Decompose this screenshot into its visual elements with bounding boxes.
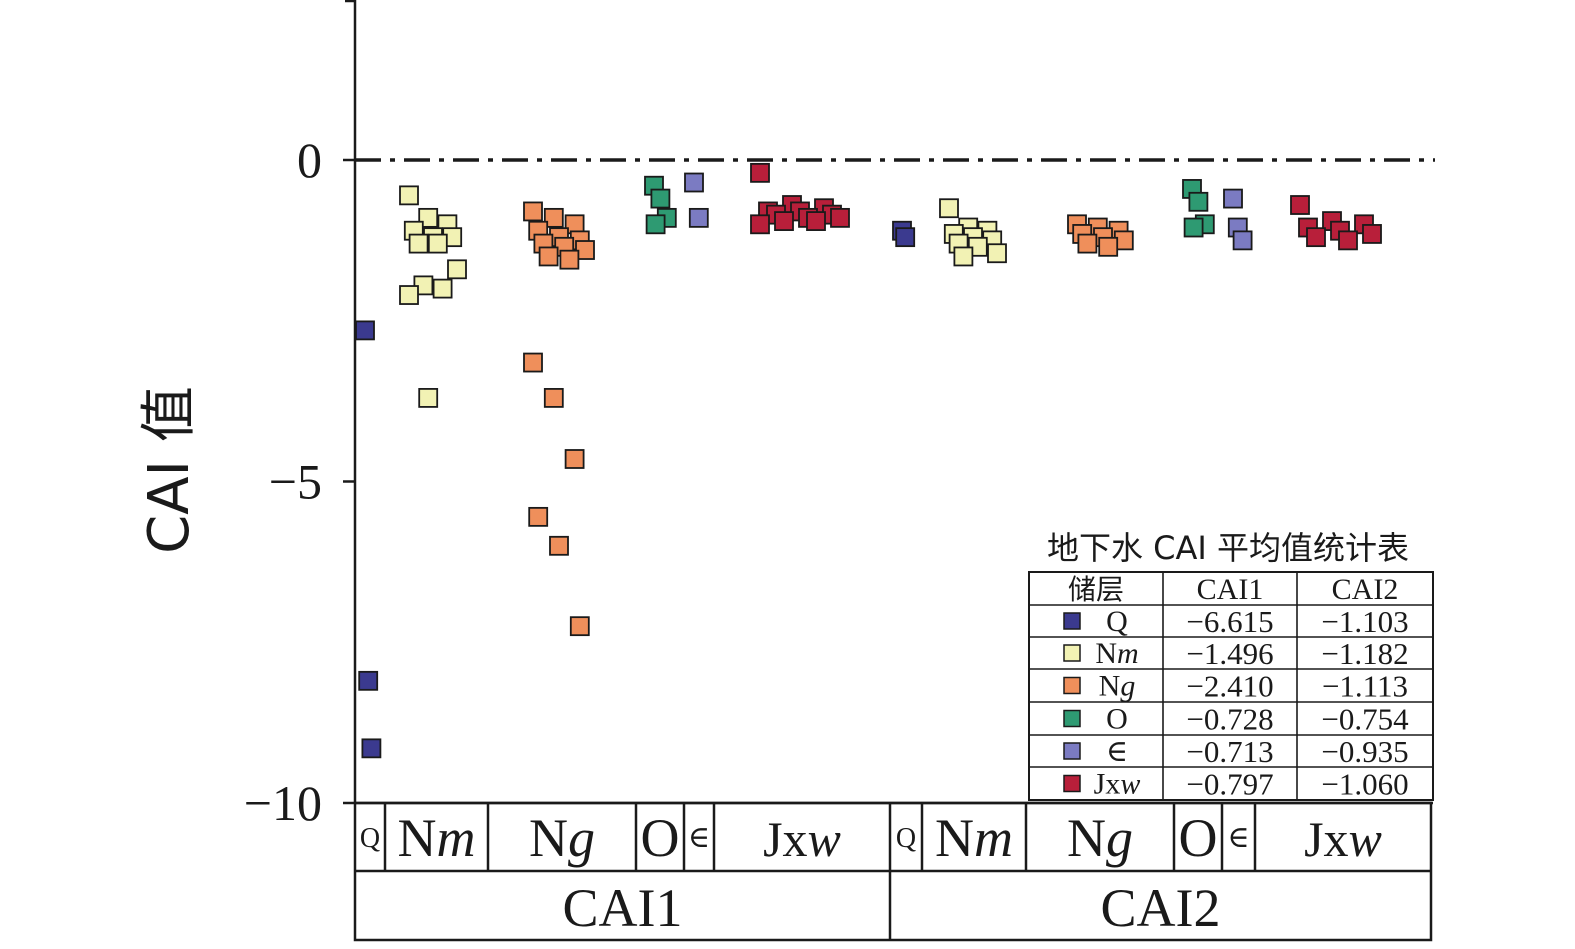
group-label: CAI1 <box>563 878 683 938</box>
data-point-cai1 <box>418 207 439 228</box>
stats-unit-label: ∈ <box>1106 735 1128 768</box>
stats-unit-label: O <box>1106 703 1128 736</box>
data-point-cai1 <box>830 207 850 228</box>
data-point-cai1 <box>528 506 549 527</box>
y-tick-label: 0 <box>297 132 322 188</box>
data-point-cai1 <box>399 185 419 206</box>
data-point-cai1 <box>432 278 453 299</box>
data-point-cai2 <box>939 198 959 219</box>
data-point-cai1 <box>750 214 770 235</box>
stats-cai1-value: −6.615 <box>1186 604 1273 639</box>
category-label: Nm <box>398 808 476 868</box>
category-label: ∈ <box>688 821 710 854</box>
stats-cai1-value: −0.728 <box>1186 702 1273 737</box>
stats-legend-swatch <box>1063 774 1081 793</box>
stats-table-header: 储层 <box>1068 573 1124 606</box>
stats-cai2-value: −1.182 <box>1321 636 1408 671</box>
data-point-cai1 <box>447 259 467 280</box>
category-label: O <box>641 808 680 868</box>
data-point-cai1 <box>564 449 585 469</box>
stats-legend-swatch <box>1063 644 1081 662</box>
data-point-cai2 <box>895 227 916 248</box>
y-tick-label: −10 <box>244 775 322 831</box>
data-point-cai1 <box>774 211 794 231</box>
data-point-cai2 <box>1290 195 1310 215</box>
category-label: Nm <box>935 808 1013 868</box>
data-point-cai2 <box>987 243 1007 264</box>
data-point-cai2 <box>953 246 974 267</box>
category-label: Q <box>896 823 916 854</box>
data-point-cai1 <box>538 246 559 267</box>
category-label: ∈ <box>1227 821 1249 854</box>
stats-cai2-value: −1.113 <box>1322 669 1408 704</box>
stats-cai1-value: −0.797 <box>1186 767 1273 802</box>
group-label: CAI2 <box>1101 878 1221 938</box>
data-point-cai1 <box>684 172 704 193</box>
data-point-cai2 <box>1183 217 1204 238</box>
category-label: O <box>1179 808 1218 868</box>
data-point-cai1 <box>549 535 569 556</box>
stats-cai2-value: −1.060 <box>1321 767 1408 802</box>
data-point-cai1 <box>543 388 564 408</box>
data-point-cai1 <box>361 738 382 759</box>
stats-unit-label: Jxw <box>1094 768 1141 801</box>
data-point-cai1 <box>650 188 671 209</box>
data-point-cai1 <box>408 233 429 254</box>
data-point-cai1 <box>559 249 580 270</box>
y-axis-label: CAI 值 <box>137 386 202 554</box>
data-points <box>355 162 1382 759</box>
stats-table-header: CAI1 <box>1197 573 1264 606</box>
data-point-cai2 <box>1232 230 1253 251</box>
data-point-cai1 <box>543 207 564 228</box>
data-point-cai1 <box>399 285 419 305</box>
category-label: Jxw <box>1304 811 1382 867</box>
data-point-cai1 <box>427 233 448 254</box>
stats-legend-swatch <box>1063 676 1081 695</box>
stats-cai1-value: −2.410 <box>1186 669 1273 704</box>
data-point-cai2 <box>1338 230 1358 251</box>
stats-cai2-value: −1.103 <box>1321 604 1408 639</box>
data-point-cai1 <box>806 211 826 231</box>
stats-unit-label: Nm <box>1095 637 1138 670</box>
data-point-cai1 <box>358 670 379 691</box>
stats-legend-swatch <box>1063 709 1081 728</box>
stats-unit-label: Ng <box>1099 670 1136 703</box>
data-point-cai1 <box>688 207 709 228</box>
data-point-cai2 <box>1223 188 1243 209</box>
data-point-cai1 <box>523 201 543 222</box>
data-point-cai1 <box>750 162 770 183</box>
category-label: Ng <box>529 808 595 868</box>
stats-legend-swatch <box>1063 742 1081 760</box>
stats-cai1-value: −0.713 <box>1186 734 1273 769</box>
stats-cai1-value: −1.496 <box>1186 636 1273 671</box>
data-point-cai1 <box>418 388 439 408</box>
data-point-cai1 <box>523 352 543 373</box>
stats-cai2-value: −0.935 <box>1321 734 1408 769</box>
y-ticks: 0 −5 −10 <box>244 0 355 831</box>
stats-cai2-value: −0.754 <box>1321 702 1409 737</box>
stats-table-frame <box>1028 571 1434 801</box>
data-point-cai1 <box>569 616 590 637</box>
data-point-cai1 <box>355 320 375 341</box>
y-tick-label: −5 <box>269 454 322 510</box>
data-point-cai2 <box>1077 233 1098 254</box>
data-point-cai1 <box>645 214 666 235</box>
stats-unit-label: Q <box>1106 605 1128 638</box>
category-label: Q <box>360 823 380 854</box>
data-point-cai2 <box>1098 236 1119 257</box>
data-point-cai2 <box>1306 227 1326 248</box>
stats-table-header: CAI2 <box>1332 573 1399 606</box>
stats-legend-swatch <box>1063 612 1081 630</box>
category-label: Ng <box>1067 808 1133 868</box>
data-point-cai2 <box>1188 191 1209 212</box>
category-label: Jxw <box>763 811 841 867</box>
data-point-cai2 <box>1362 224 1382 244</box>
stats-table-title: 地下水 CAI 平均值统计表 <box>1047 529 1409 567</box>
